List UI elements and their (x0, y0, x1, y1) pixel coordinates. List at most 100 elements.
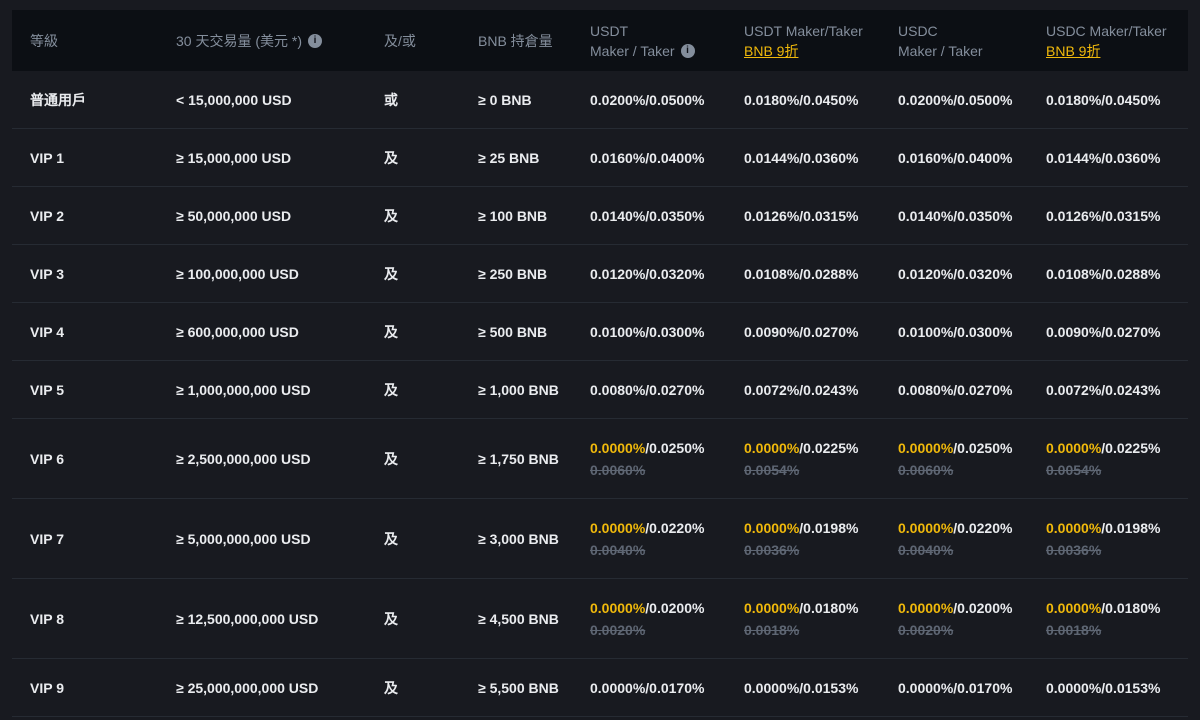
cell-level: VIP 1 (30, 149, 64, 166)
cell-usdc-fee: 0.0120%/0.0320% (898, 265, 1013, 282)
table-header: 等級 30 天交易量 (美元 *) i 及/或 BNB 持倉量 USDT Mak… (12, 10, 1188, 71)
cell-usdc-fee: 0.0000%/0.0170% (898, 679, 1013, 696)
cell-and-or: 及 (384, 323, 398, 340)
old-fee-strikethrough: 0.0060% (590, 461, 646, 478)
volume-header-label: 30 天交易量 (美元 *) (176, 32, 303, 49)
cell-usdc-fee: 0.0100%/0.0300% (898, 323, 1013, 340)
cell-bnb-holding: ≥ 1,750 BNB (478, 450, 559, 467)
cell-usdc-bnb-fee: 0.0108%/0.0288% (1046, 265, 1161, 282)
cell-bnb-holding: ≥ 3,000 BNB (478, 530, 559, 547)
old-fee-strikethrough: 0.0020% (590, 621, 646, 638)
col-header-volume: 30 天交易量 (美元 *) i (176, 31, 384, 51)
cell-usdc-bnb-fee: 0.0000%/0.0180% 0.0018% (1046, 598, 1188, 640)
usdc-header-line2: Maker / Taker (898, 42, 983, 59)
table-row: VIP 4 ≥ 600,000,000 USD 及 ≥ 500 BNB 0.01… (12, 303, 1188, 361)
info-icon[interactable]: i (308, 33, 323, 48)
cell-usdc-fee: 0.0140%/0.0350% (898, 207, 1013, 224)
old-fee-strikethrough: 0.0054% (744, 461, 800, 478)
cell-usdc-bnb-fee: 0.0090%/0.0270% (1046, 323, 1161, 340)
usdc-bnb-discount-link[interactable]: BNB 9折 (1046, 42, 1101, 59)
usdc-bnb-header-line1: USDC Maker/Taker (1046, 22, 1167, 39)
cell-and-or: 及 (384, 265, 398, 282)
old-fee-strikethrough: 0.0040% (590, 541, 646, 558)
cell-level: VIP 6 (30, 450, 64, 467)
cell-usdt-bnb-fee: 0.0144%/0.0360% (744, 149, 859, 166)
cell-usdc-bnb-fee: 0.0126%/0.0315% (1046, 207, 1161, 224)
col-header-bnb-balance: BNB 持倉量 (478, 32, 553, 49)
cell-volume: ≥ 5,000,000,000 USD (176, 530, 311, 547)
cell-usdt-fee: 0.0000%/0.0220% 0.0040% (590, 518, 744, 560)
old-fee-strikethrough: 0.0054% (1046, 461, 1102, 478)
cell-usdc-fee: 0.0080%/0.0270% (898, 381, 1013, 398)
info-icon[interactable]: i (680, 43, 695, 58)
cell-usdt-fee: 0.0100%/0.0300% (590, 323, 705, 340)
cell-volume: ≥ 100,000,000 USD (176, 265, 299, 282)
cell-and-or: 及 (384, 381, 398, 398)
col-header-and-or: 及/或 (384, 32, 416, 49)
cell-bnb-holding: ≥ 25 BNB (478, 149, 540, 166)
cell-and-or: 及 (384, 450, 398, 467)
table-row: VIP 3 ≥ 100,000,000 USD 及 ≥ 250 BNB 0.01… (12, 245, 1188, 303)
cell-usdt-bnb-fee: 0.0000%/0.0153% (744, 679, 859, 696)
col-header-usdt-bnb: USDT Maker/Taker BNB 9折 (744, 21, 898, 61)
cell-usdc-bnb-fee: 0.0000%/0.0198% 0.0036% (1046, 518, 1188, 560)
usdc-header-line1: USDC (898, 22, 938, 39)
usdt-header-line1: USDT (590, 22, 629, 39)
col-header-usdt: USDT Maker / Taker i (590, 21, 744, 61)
cell-usdc-fee: 0.0160%/0.0400% (898, 149, 1013, 166)
cell-usdt-bnb-fee: 0.0072%/0.0243% (744, 381, 859, 398)
usdt-header-line2: Maker / Taker (590, 42, 675, 59)
cell-bnb-holding: ≥ 4,500 BNB (478, 610, 559, 627)
cell-usdc-bnb-fee: 0.0072%/0.0243% (1046, 381, 1161, 398)
table-row: VIP 1 ≥ 15,000,000 USD 及 ≥ 25 BNB 0.0160… (12, 129, 1188, 187)
old-fee-strikethrough: 0.0018% (744, 621, 800, 638)
cell-volume: ≥ 25,000,000,000 USD (176, 679, 319, 696)
cell-and-or: 及 (384, 530, 398, 547)
cell-usdc-fee: 0.0200%/0.0500% (898, 91, 1013, 108)
cell-level: VIP 2 (30, 207, 64, 224)
cell-level: VIP 8 (30, 610, 64, 627)
cell-volume: < 15,000,000 USD (176, 91, 292, 108)
cell-usdc-bnb-fee: 0.0000%/0.0225% 0.0054% (1046, 438, 1188, 480)
cell-level: VIP 3 (30, 265, 64, 282)
table-row: VIP 6 ≥ 2,500,000,000 USD 及 ≥ 1,750 BNB … (12, 419, 1188, 499)
table-row: VIP 9 ≥ 25,000,000,000 USD 及 ≥ 5,500 BNB… (12, 659, 1188, 717)
cell-volume: ≥ 2,500,000,000 USD (176, 450, 311, 467)
cell-volume: ≥ 1,000,000,000 USD (176, 381, 311, 398)
cell-bnb-holding: ≥ 500 BNB (478, 323, 548, 340)
old-fee-strikethrough: 0.0040% (898, 541, 954, 558)
cell-volume: ≥ 50,000,000 USD (176, 207, 292, 224)
cell-and-or: 及 (384, 149, 398, 166)
cell-volume: ≥ 15,000,000 USD (176, 149, 292, 166)
cell-usdt-bnb-fee: 0.0090%/0.0270% (744, 323, 859, 340)
old-fee-strikethrough: 0.0036% (1046, 541, 1102, 558)
cell-usdt-fee: 0.0120%/0.0320% (590, 265, 705, 282)
cell-volume: ≥ 600,000,000 USD (176, 323, 299, 340)
cell-and-or: 及 (384, 679, 398, 696)
cell-bnb-holding: ≥ 5,500 BNB (478, 679, 559, 696)
table-row: VIP 2 ≥ 50,000,000 USD 及 ≥ 100 BNB 0.014… (12, 187, 1188, 245)
cell-usdc-bnb-fee: 0.0000%/0.0153% (1046, 679, 1161, 696)
cell-usdt-bnb-fee: 0.0180%/0.0450% (744, 91, 859, 108)
cell-and-or: 或 (384, 91, 398, 108)
cell-bnb-holding: ≥ 0 BNB (478, 91, 532, 108)
cell-usdt-bnb-fee: 0.0000%/0.0198% 0.0036% (744, 518, 898, 560)
cell-usdc-bnb-fee: 0.0144%/0.0360% (1046, 149, 1161, 166)
cell-usdt-bnb-fee: 0.0126%/0.0315% (744, 207, 859, 224)
cell-usdc-bnb-fee: 0.0180%/0.0450% (1046, 91, 1161, 108)
cell-bnb-holding: ≥ 1,000 BNB (478, 381, 559, 398)
col-header-usdc-bnb: USDC Maker/Taker BNB 9折 (1046, 21, 1188, 61)
old-fee-strikethrough: 0.0020% (898, 621, 954, 638)
cell-usdc-fee: 0.0000%/0.0220% 0.0040% (898, 518, 1046, 560)
cell-usdc-fee: 0.0000%/0.0200% 0.0020% (898, 598, 1046, 640)
usdt-bnb-header-line1: USDT Maker/Taker (744, 22, 863, 39)
col-header-level: 等級 (30, 32, 58, 49)
cell-level: 普通用戶 (30, 91, 86, 108)
cell-usdt-bnb-fee: 0.0000%/0.0225% 0.0054% (744, 438, 898, 480)
usdt-bnb-discount-link[interactable]: BNB 9折 (744, 42, 799, 59)
table-row: VIP 5 ≥ 1,000,000,000 USD 及 ≥ 1,000 BNB … (12, 361, 1188, 419)
cell-usdc-fee: 0.0000%/0.0250% 0.0060% (898, 438, 1046, 480)
table-row: 普通用戶 < 15,000,000 USD 或 ≥ 0 BNB 0.0200%/… (12, 71, 1188, 129)
cell-usdt-fee: 0.0000%/0.0170% (590, 679, 705, 696)
old-fee-strikethrough: 0.0018% (1046, 621, 1102, 638)
